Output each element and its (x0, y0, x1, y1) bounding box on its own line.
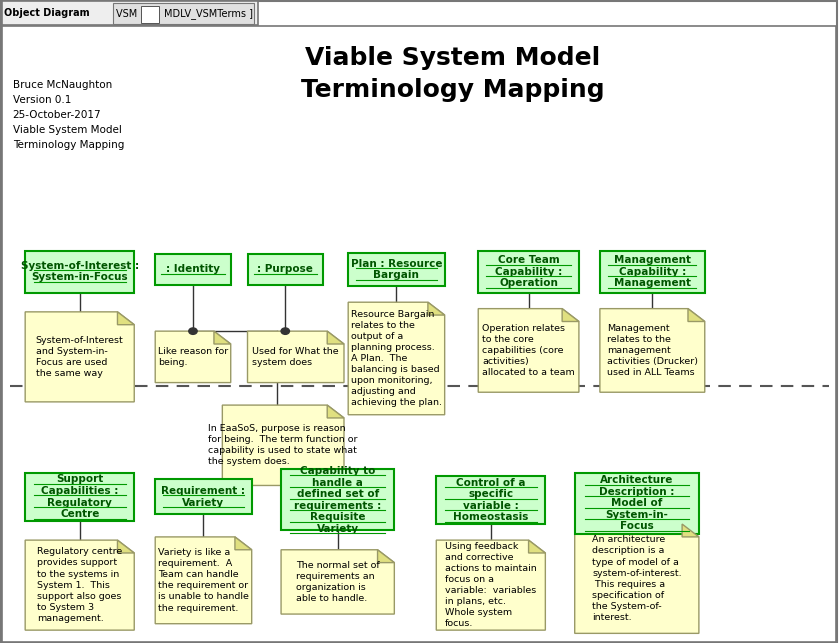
Text: Resource Bargain
relates to the
output of a
planning process.
A Plan.  The
balan: Resource Bargain relates to the output o… (351, 309, 442, 408)
FancyBboxPatch shape (600, 251, 705, 293)
Text: Capability :: Capability : (618, 267, 686, 276)
Text: Architecture: Architecture (600, 475, 674, 485)
FancyBboxPatch shape (113, 3, 254, 24)
Text: : Purpose: : Purpose (258, 264, 313, 275)
FancyBboxPatch shape (155, 254, 231, 285)
Text: Description :: Description : (599, 487, 675, 496)
Polygon shape (600, 309, 705, 392)
FancyBboxPatch shape (141, 6, 159, 23)
Text: Operation: Operation (499, 278, 558, 288)
Text: Plan : Resource: Plan : Resource (351, 258, 442, 269)
Text: The normal set of
requirements an
organization is
able to handle.: The normal set of requirements an organi… (296, 561, 379, 603)
Polygon shape (327, 405, 344, 418)
FancyBboxPatch shape (2, 1, 258, 25)
Text: System-of-Interest :: System-of-Interest : (21, 261, 138, 271)
Text: variable :: variable : (463, 501, 519, 511)
Text: Using feedback
and corrective
actions to maintain
focus on a
variable:  variable: Using feedback and corrective actions to… (445, 542, 537, 628)
Text: Model of: Model of (611, 498, 663, 508)
Polygon shape (155, 537, 252, 624)
Polygon shape (155, 331, 231, 383)
Text: Bargain: Bargain (373, 270, 420, 280)
Text: Used for What the
system does: Used for What the system does (253, 347, 339, 367)
Text: : Identity: : Identity (166, 264, 220, 275)
FancyBboxPatch shape (25, 251, 134, 293)
Text: Requirement :: Requirement : (161, 486, 246, 496)
Polygon shape (682, 524, 699, 537)
Text: Capability to: Capability to (300, 466, 375, 476)
Text: Bruce McNaughton
Version 0.1
25-October-2017
Viable System Model
Terminology Map: Bruce McNaughton Version 0.1 25-October-… (13, 80, 124, 150)
Text: Focus: Focus (620, 521, 654, 531)
FancyBboxPatch shape (575, 473, 699, 534)
Text: defined set of: defined set of (296, 489, 379, 499)
FancyBboxPatch shape (2, 26, 836, 642)
Text: Management: Management (614, 255, 690, 265)
Text: Like reason for
being.: Like reason for being. (158, 347, 228, 367)
Polygon shape (117, 540, 134, 553)
Polygon shape (688, 309, 705, 322)
Polygon shape (248, 331, 344, 383)
Text: specific: specific (468, 489, 513, 499)
Text: Capabilities :: Capabilities : (41, 486, 118, 496)
FancyBboxPatch shape (348, 253, 445, 286)
FancyBboxPatch shape (25, 473, 134, 521)
Text: Requisite: Requisite (310, 512, 366, 522)
Text: Support: Support (56, 475, 103, 484)
FancyBboxPatch shape (281, 469, 394, 530)
FancyBboxPatch shape (436, 476, 545, 524)
Polygon shape (222, 405, 344, 485)
Text: System-of-Interest
and System-in-
Focus are used
the same way: System-of-Interest and System-in- Focus … (36, 336, 123, 378)
Polygon shape (214, 331, 231, 344)
Text: VSM [: VSM [ (116, 8, 144, 18)
Text: Management
relates to the
management
activities (Drucker)
used in ALL Teams: Management relates to the management act… (607, 323, 698, 377)
Text: Object Diagram: Object Diagram (4, 8, 90, 18)
Polygon shape (25, 540, 134, 630)
Text: Control of a: Control of a (456, 478, 525, 487)
Text: Core Team: Core Team (498, 255, 560, 265)
Polygon shape (436, 540, 545, 630)
Text: Regulatory: Regulatory (47, 498, 112, 507)
Polygon shape (348, 302, 445, 415)
Text: Management: Management (614, 278, 690, 288)
Text: Regulatory centre
provides support
to the systems in
System 1.  This
support als: Regulatory centre provides support to th… (37, 547, 122, 623)
Text: Capability :: Capability : (495, 267, 562, 276)
Text: In EaaSoS, purpose is reason
for being.  The term function or
capability is used: In EaaSoS, purpose is reason for being. … (208, 424, 358, 466)
Polygon shape (529, 540, 545, 553)
Polygon shape (575, 524, 699, 633)
Text: An architecture
description is a
type of model of a
system-of-interest.
 This re: An architecture description is a type of… (592, 536, 681, 622)
Polygon shape (378, 550, 394, 563)
FancyBboxPatch shape (478, 251, 579, 293)
Polygon shape (562, 309, 579, 322)
Text: Variety: Variety (182, 498, 225, 507)
Text: System-in-Focus: System-in-Focus (31, 273, 128, 282)
FancyBboxPatch shape (155, 479, 252, 514)
Text: Homeostasis: Homeostasis (453, 512, 529, 522)
Polygon shape (25, 312, 134, 402)
Text: requirements :: requirements : (294, 501, 381, 511)
Text: Operation relates
to the core
capabilities (core
activities)
allocated to a team: Operation relates to the core capabiliti… (482, 323, 575, 377)
Circle shape (281, 328, 289, 334)
Polygon shape (478, 309, 579, 392)
Polygon shape (117, 312, 134, 325)
Text: handle a: handle a (312, 478, 363, 487)
Polygon shape (327, 331, 344, 344)
Text: Centre: Centre (60, 509, 99, 519)
Polygon shape (235, 537, 252, 550)
Circle shape (189, 328, 197, 334)
Text: MDLV_VSMTerms ]: MDLV_VSMTerms ] (164, 8, 253, 19)
FancyBboxPatch shape (248, 254, 323, 285)
Text: Viable System Model
Terminology Mapping: Viable System Model Terminology Mapping (301, 46, 605, 102)
Text: System-in-: System-in- (606, 510, 668, 520)
Text: Variety is like a
requirement.  A
Team can handle
the requirement or
is unable t: Variety is like a requirement. A Team ca… (158, 548, 249, 613)
Text: Variety: Variety (316, 524, 359, 534)
Polygon shape (428, 302, 445, 315)
Polygon shape (281, 550, 394, 614)
